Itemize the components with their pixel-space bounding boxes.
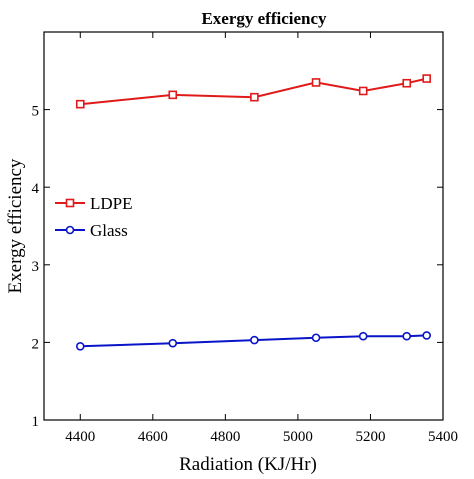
data-point-ldpe [422,74,431,83]
y-tick-label: 3 [32,259,40,275]
y-tick-label: 5 [32,104,40,120]
y-tick-label: 1 [32,414,40,430]
data-point-glass [250,335,259,345]
legend-item-glass: Glass [55,221,128,240]
x-tick-label: 5400 [428,429,458,445]
plot-frame [43,31,444,421]
data-point-ldpe [75,99,85,109]
series-layer [75,74,431,351]
x-tick-label: 5000 [283,429,313,445]
data-point-ldpe [311,78,321,87]
legend-label: Glass [90,221,128,240]
data-point-glass [422,331,431,340]
data-point-glass [311,333,321,343]
legend-swatch-marker [65,225,75,235]
data-point-glass [402,331,412,341]
legend-label: LDPE [90,194,133,213]
y-axis: 1 2 3 4 5 [32,104,443,430]
x-axis: 4400 4600 4800 5000 5200 5400 [65,32,458,445]
x-tick-label: 4400 [65,429,95,445]
legend: LDPE Glass [55,194,133,240]
data-point-ldpe [402,78,412,88]
series-ldpe [75,74,431,109]
data-point-ldpe [250,92,259,102]
x-tick-label: 5200 [355,429,385,445]
data-point-ldpe [358,86,368,96]
x-tick-label: 4600 [138,429,168,445]
legend-item-ldpe: LDPE [55,194,133,213]
y-axis-title: Exergy efficiency [5,158,26,293]
legend-swatch-marker [65,198,75,208]
data-point-ldpe [168,90,178,100]
y-tick-label: 4 [32,181,40,197]
x-axis-title: Radiation (KJ/Hr) [179,454,317,474]
data-point-glass [168,338,178,348]
data-point-glass [358,331,368,341]
chart-title: Exergy efficiency [201,9,327,28]
y-tick-label: 2 [32,336,40,352]
series-glass [75,331,431,351]
data-point-glass [75,341,85,351]
x-tick-label: 4800 [210,429,240,445]
